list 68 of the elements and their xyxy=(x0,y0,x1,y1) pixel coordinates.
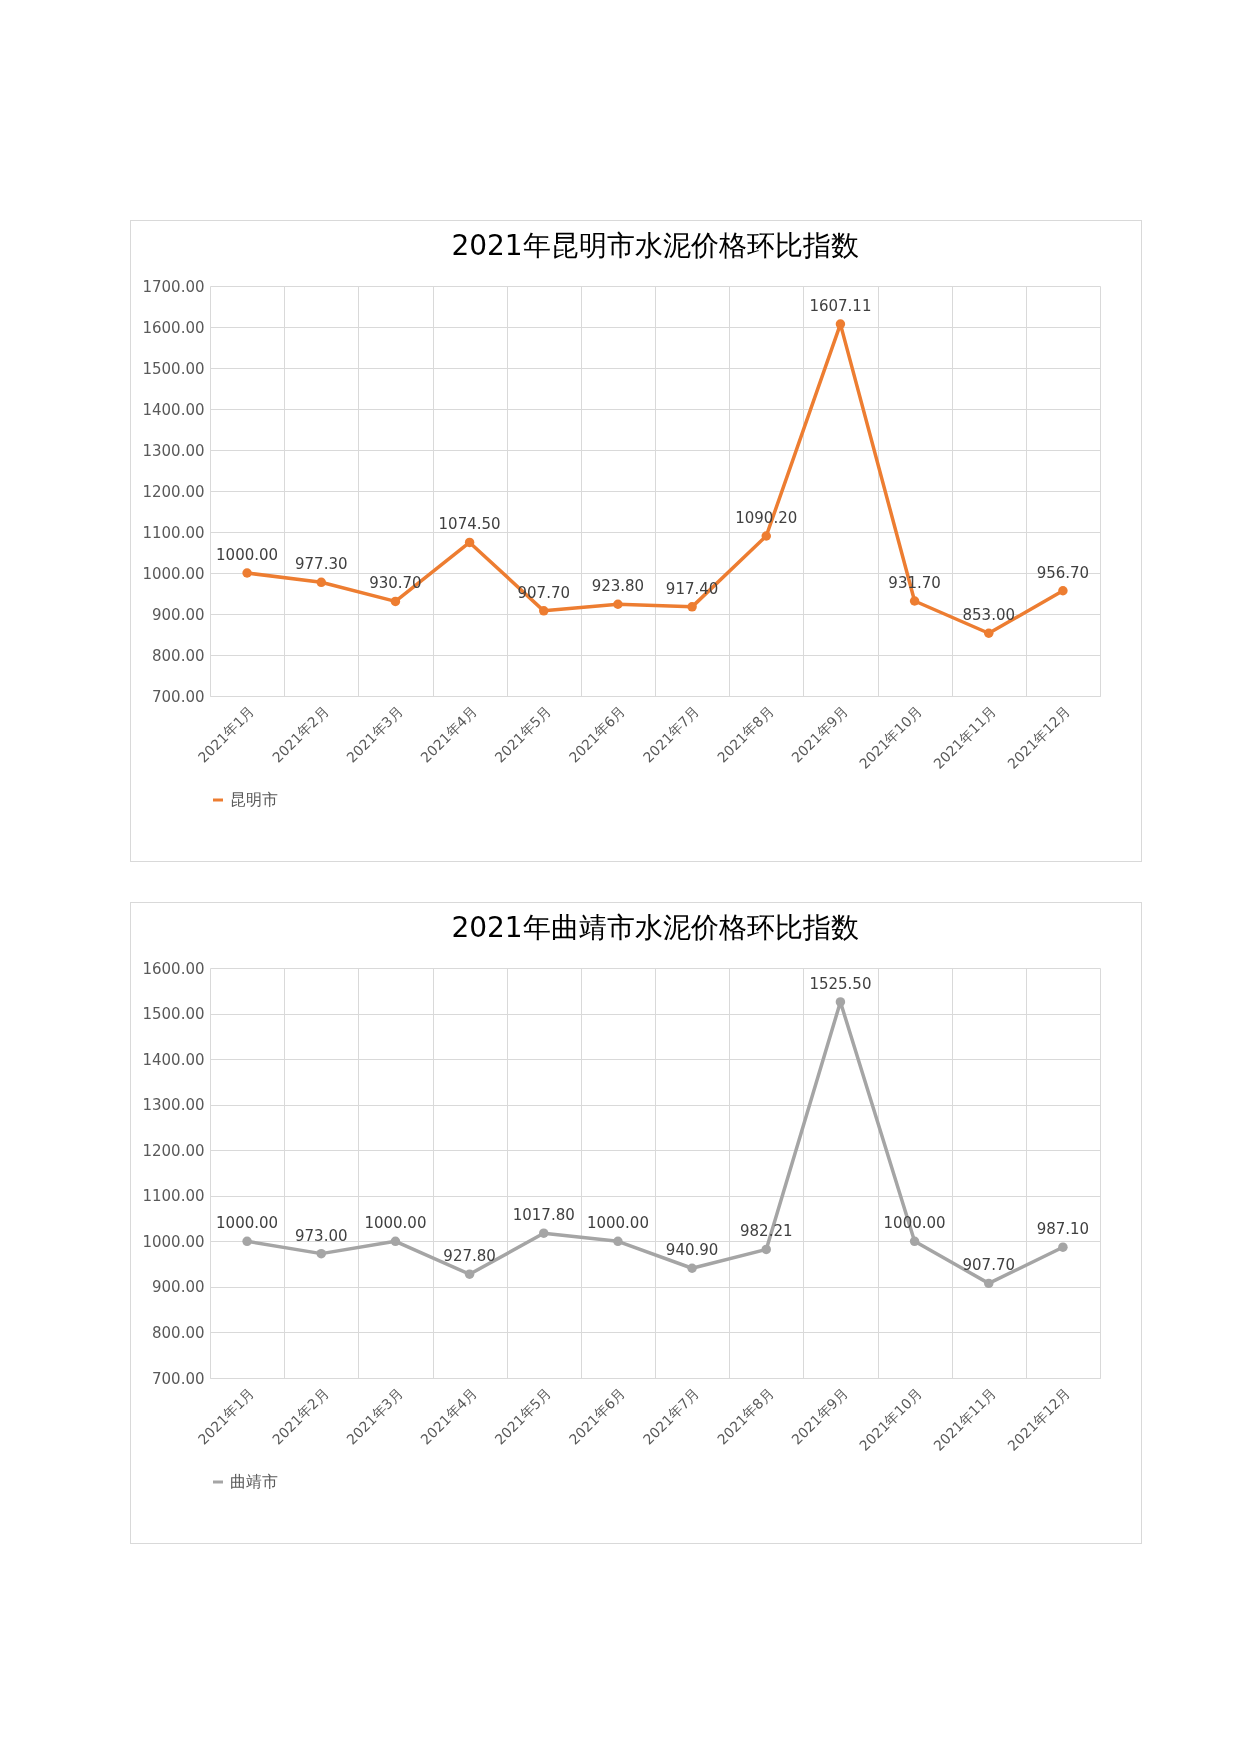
data-label: 987.10 xyxy=(1036,1220,1090,1239)
point xyxy=(539,1228,549,1238)
point xyxy=(539,606,549,616)
data-label: 1525.50 xyxy=(809,974,872,993)
point xyxy=(909,1236,920,1247)
data-label: 940.90 xyxy=(665,1241,719,1260)
data-label: 1074.50 xyxy=(438,515,501,534)
point xyxy=(613,599,623,609)
point xyxy=(242,568,252,578)
y-tick-label: 900.00 xyxy=(152,605,205,624)
point xyxy=(613,1236,623,1247)
y-tick-label: 1600.00 xyxy=(142,959,205,978)
point xyxy=(1058,586,1068,596)
legend-label: 昆明市 xyxy=(230,791,278,808)
y-tick-label: 1500.00 xyxy=(142,1005,205,1024)
point xyxy=(390,1236,401,1247)
data-label: 982.21 xyxy=(740,1222,793,1241)
point xyxy=(687,1263,697,1273)
data-label: 1000.00 xyxy=(364,1214,427,1233)
y-tick-label: 1100.00 xyxy=(142,1187,205,1206)
point xyxy=(761,531,771,541)
point xyxy=(984,1278,994,1289)
data-label: 1000.00 xyxy=(883,1214,946,1233)
y-tick-label: 1100.00 xyxy=(142,523,205,542)
data-label: 1000.00 xyxy=(586,1214,649,1233)
y-tick-label: 1700.00 xyxy=(142,277,205,296)
point xyxy=(316,577,326,588)
y-tick-label: 1500.00 xyxy=(142,359,205,378)
y-tick-label: 700.00 xyxy=(152,1369,205,1388)
y-tick-label: 1200.00 xyxy=(142,1141,205,1160)
y-tick-label: 800.00 xyxy=(152,646,205,665)
point xyxy=(835,319,846,329)
point xyxy=(761,1244,771,1255)
legend-label: 曲靖市 xyxy=(230,1473,278,1490)
data-label: 977.30 xyxy=(295,555,348,574)
y-tick-label: 1300.00 xyxy=(142,441,205,460)
point xyxy=(984,628,994,638)
chart-title: 2021年曲靖市水泥价格环比指数 xyxy=(451,911,859,944)
data-label: 907.70 xyxy=(962,1256,1015,1275)
point xyxy=(316,1248,326,1259)
point xyxy=(390,596,401,607)
data-label: 973.00 xyxy=(295,1226,348,1245)
data-label: 927.80 xyxy=(443,1247,496,1266)
y-tick-label: 900.00 xyxy=(152,1278,205,1297)
y-tick-label: 1200.00 xyxy=(142,482,205,501)
data-label: 1017.80 xyxy=(512,1206,575,1225)
y-tick-label: 800.00 xyxy=(152,1323,205,1342)
y-tick-label: 1000.00 xyxy=(142,564,205,583)
point xyxy=(909,596,920,606)
y-tick-label: 1300.00 xyxy=(142,1096,205,1115)
y-tick-label: 700.00 xyxy=(152,687,205,706)
y-tick-label: 1400.00 xyxy=(142,1050,205,1069)
y-tick-label: 1400.00 xyxy=(142,400,205,419)
point xyxy=(464,537,475,548)
point xyxy=(835,997,846,1007)
data-label: 1607.11 xyxy=(809,297,872,316)
data-label: 853.00 xyxy=(962,606,1015,625)
point xyxy=(687,602,697,612)
point xyxy=(242,1236,252,1247)
data-label: 1000.00 xyxy=(216,1214,279,1233)
chart-title: 2021年昆明市水泥价格环比指数 xyxy=(451,229,859,262)
point xyxy=(1058,1242,1068,1252)
y-tick-label: 1600.00 xyxy=(142,318,205,337)
y-tick-label: 1000.00 xyxy=(142,1232,205,1251)
point xyxy=(464,1269,475,1279)
data-label: 1000.00 xyxy=(216,546,279,564)
data-label: 923.80 xyxy=(591,577,645,596)
data-label: 956.70 xyxy=(1036,563,1090,582)
